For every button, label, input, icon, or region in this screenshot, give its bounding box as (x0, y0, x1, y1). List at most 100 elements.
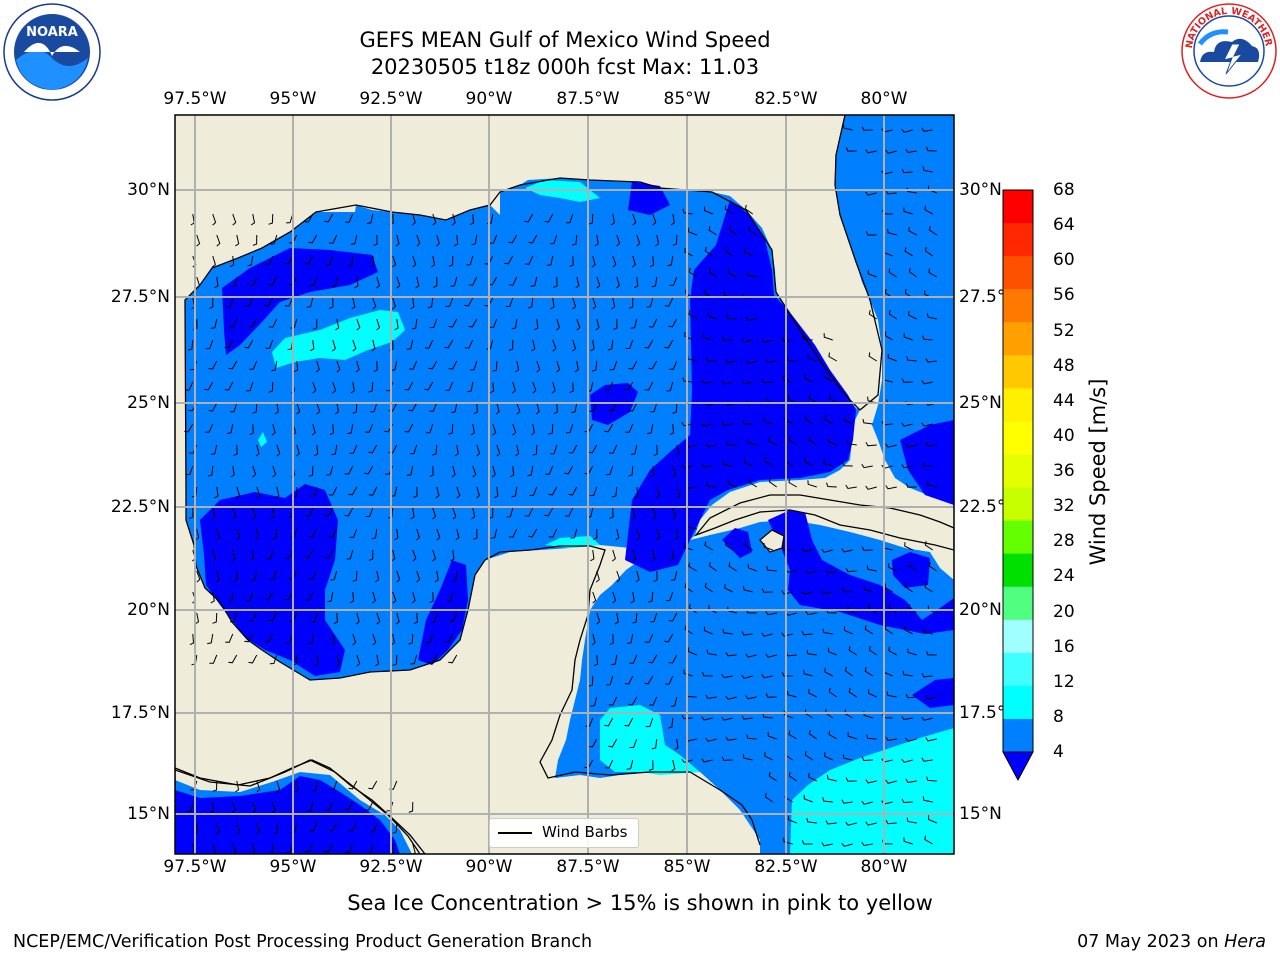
wind-barb (315, 360, 320, 373)
wind-barb (470, 423, 475, 436)
wind-barb (255, 822, 260, 835)
wind-barb (823, 333, 833, 341)
wind-barb (372, 297, 377, 310)
wind-barb (424, 339, 434, 349)
wind-barb (413, 486, 418, 498)
wind-barb (781, 337, 793, 342)
wind-barb (212, 612, 218, 624)
wind-barb (861, 800, 873, 805)
wind-barb (596, 276, 601, 289)
wind-barb (701, 716, 713, 721)
wind-barb (822, 628, 833, 635)
wind-barb (905, 737, 917, 742)
lat-tick-right: 15°N (959, 804, 1002, 824)
wind-barb (928, 268, 938, 278)
legend-line-icon (498, 832, 532, 834)
wind-barb (431, 255, 436, 268)
colorbar-tick: 12 (1053, 671, 1075, 692)
wind-barb (922, 166, 933, 173)
wind-barb (564, 507, 574, 517)
wind-barb (408, 633, 414, 645)
wind-barb (907, 648, 917, 656)
wind-barb (681, 464, 693, 469)
coastline-us (184, 177, 861, 491)
wind-barb (922, 796, 933, 803)
wind-barb (868, 645, 878, 656)
wind-barb (708, 226, 718, 236)
wind-barb (352, 633, 357, 646)
wind-barb (324, 843, 334, 853)
wind-barb (553, 402, 558, 415)
wind-barb (611, 549, 616, 562)
wind-barb (409, 360, 418, 370)
wind-barb (861, 126, 873, 131)
wind-barb (656, 528, 661, 541)
wind-barb (765, 611, 777, 616)
wind-barb (565, 423, 574, 434)
wind-barb (329, 423, 335, 436)
wind-barb (636, 234, 641, 247)
wind-barb (708, 561, 718, 572)
wind-barb (725, 651, 737, 657)
wind-barb (664, 339, 674, 349)
wind-barb (684, 247, 693, 257)
wind-barb (845, 147, 857, 152)
wind-barb (572, 297, 577, 310)
noaa-logo-text: NOARA (26, 25, 78, 40)
lon-tick-bottom: 80°W (860, 857, 908, 877)
wind-barb (236, 822, 241, 835)
wind-barb (216, 234, 221, 247)
wind-barb (271, 360, 278, 372)
wind-barb (821, 589, 833, 594)
wind-barb (866, 565, 877, 572)
wind-barb (388, 402, 398, 412)
wind-barb (803, 669, 813, 677)
map-frame (174, 114, 955, 855)
wind-barb (229, 255, 235, 268)
sea-ice-note: Sea Ice Concentration > 15% is shown in … (347, 891, 933, 915)
colorbar-tick: 32 (1053, 496, 1075, 517)
wind-barb (624, 675, 634, 685)
wind-barb (345, 843, 354, 853)
wind-barb (394, 528, 399, 541)
wind-barb (847, 732, 857, 740)
wind-barb (668, 654, 678, 664)
wind-barb (701, 422, 713, 427)
wind-barb (611, 486, 618, 498)
wind-barb (902, 670, 913, 677)
wind-barb (276, 780, 281, 793)
wind-barb (392, 654, 398, 666)
wind-barb (841, 842, 853, 847)
wind-barb (630, 318, 638, 329)
wind-barb (648, 654, 658, 664)
wind-barb (905, 148, 917, 154)
wind-barb (230, 465, 235, 478)
colorbar-tick: 44 (1053, 390, 1075, 411)
wind-barb (787, 815, 797, 824)
colorbar-tick: 48 (1053, 355, 1075, 376)
wind-barb (604, 423, 614, 433)
wind-barb (687, 227, 697, 236)
wind-barb (312, 381, 317, 394)
wind-barb (509, 465, 515, 478)
wind-barb (904, 247, 914, 257)
wind-barb (841, 461, 853, 467)
wind-barb (591, 255, 596, 268)
wind-barb (745, 316, 757, 321)
wind-barb (551, 381, 556, 394)
wind-barb (632, 549, 637, 562)
colorbar-segment (1003, 190, 1033, 224)
wind-barb (843, 416, 853, 425)
wind-barb (548, 528, 558, 538)
lon-tick-top: 92.5°W (359, 89, 423, 109)
wind-barb (205, 423, 214, 433)
footer-date: 07 May 2023 on Hera (1077, 932, 1266, 952)
wind-barb (532, 444, 538, 456)
wind-barb (781, 672, 793, 677)
colorbar-tick: 64 (1053, 215, 1075, 236)
wind-barb (884, 624, 894, 635)
wind-barb (451, 213, 456, 226)
wind-barb (208, 297, 214, 309)
wind-barb (271, 423, 276, 436)
wind-barb (428, 654, 438, 664)
